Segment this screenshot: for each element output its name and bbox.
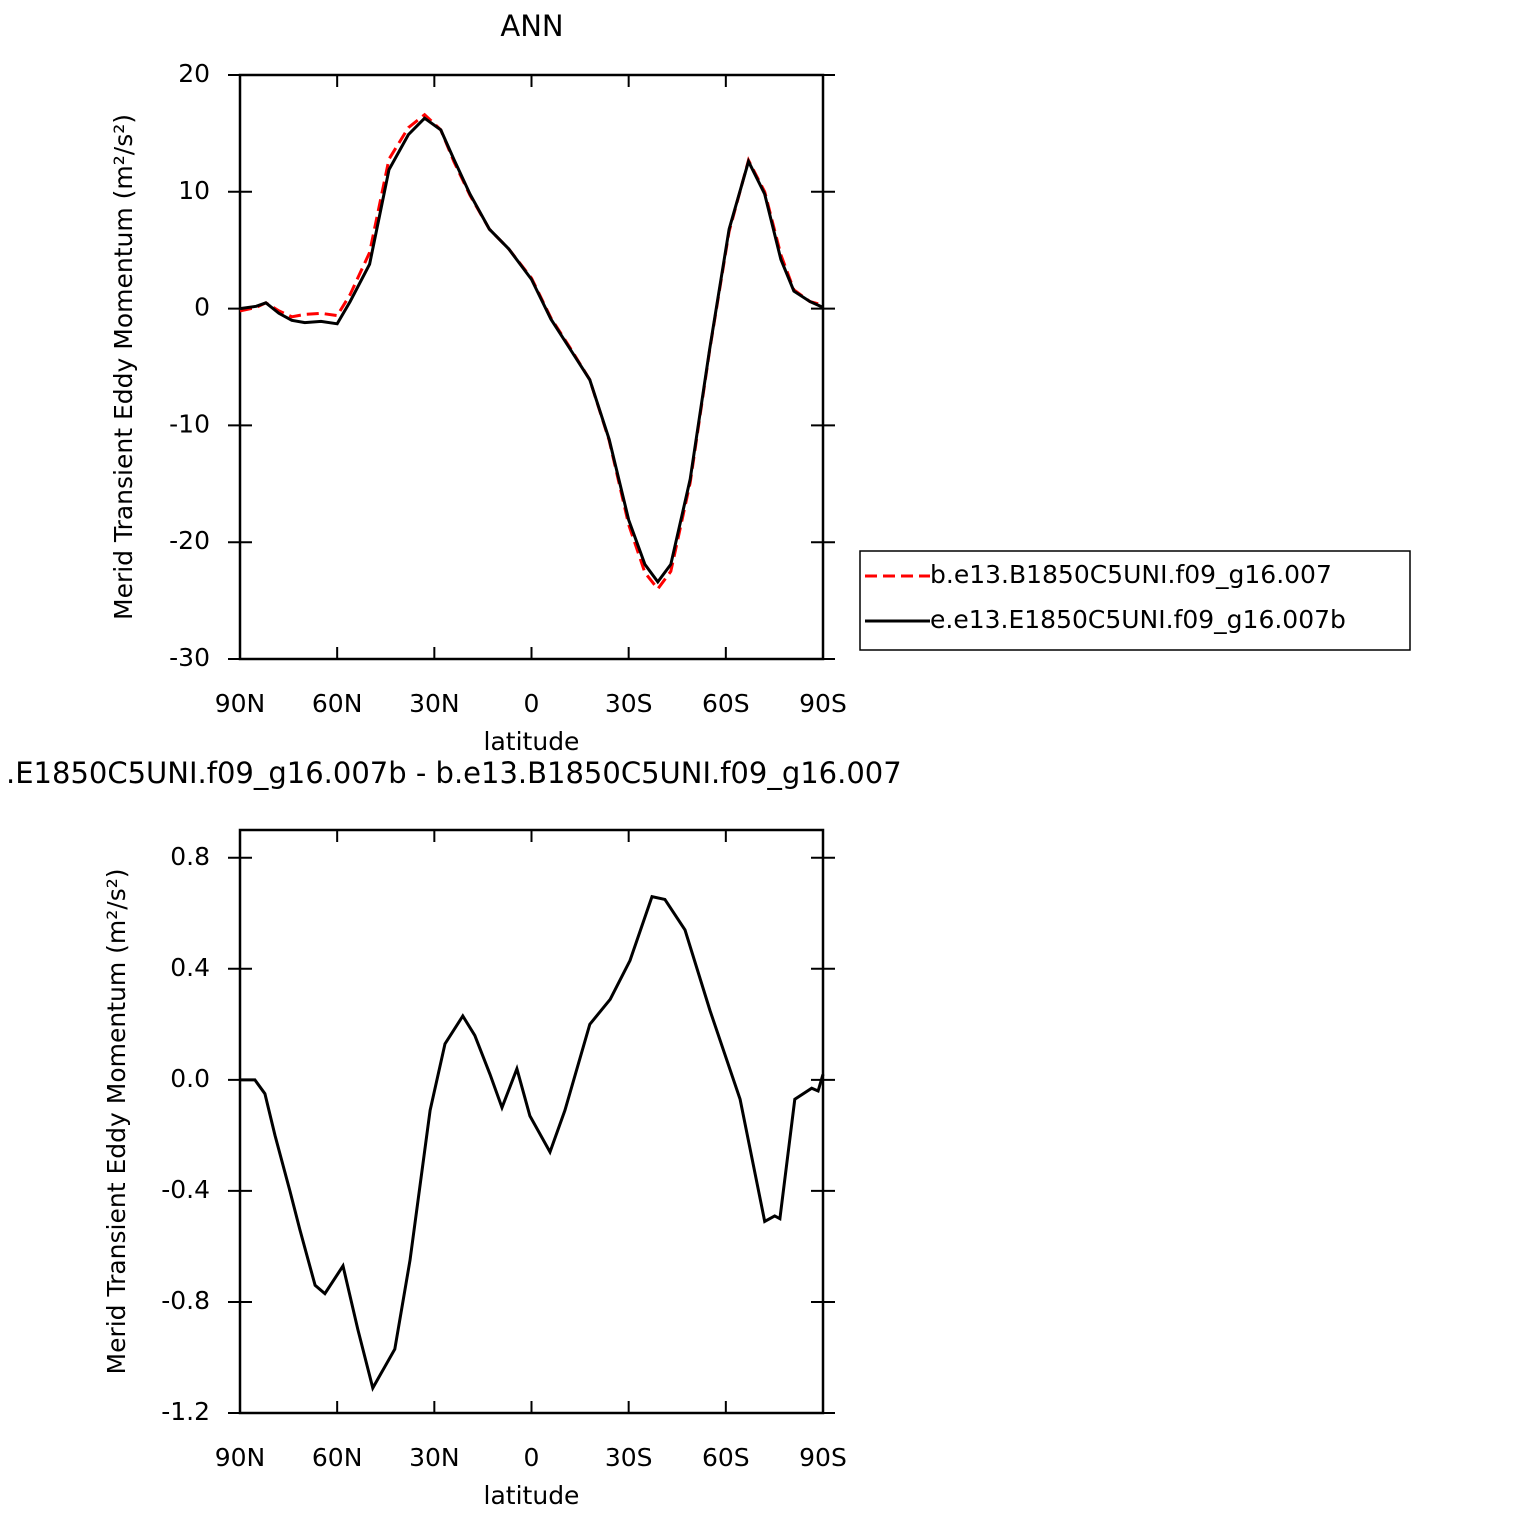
- y-tick-label: 0: [194, 293, 210, 322]
- x-axis-label: latitude: [484, 1481, 580, 1510]
- plot-frame: [238, 73, 825, 661]
- legend-label: e.e13.E1850C5UNI.f09_g16.007b: [930, 605, 1346, 634]
- x-tick-label: 30S: [605, 1443, 653, 1472]
- x-tick-label: 90S: [799, 689, 847, 718]
- y-tick-label: 10: [178, 176, 210, 205]
- y-tick-label: 20: [178, 59, 210, 88]
- y-tick-label: -20: [169, 526, 210, 555]
- x-tick-label: 30S: [605, 689, 653, 718]
- legend-label: b.e13.B1850C5UNI.f09_g16.007: [930, 560, 1332, 589]
- x-tick-label: 60N: [312, 689, 363, 718]
- x-tick-label: 90S: [799, 1443, 847, 1472]
- legend-box: [859, 550, 1411, 651]
- y-tick-label: -0.4: [161, 1175, 210, 1204]
- chart-title: .E1850C5UNI.f09_g16.007b - b.e13.B1850C5…: [6, 756, 902, 790]
- y-tick-label: 0.8: [170, 842, 210, 871]
- y-tick-label: -30: [169, 643, 210, 672]
- x-tick-label: 0: [524, 689, 540, 718]
- y-tick-label: -1.2: [161, 1397, 210, 1426]
- y-tick-label: 0.0: [170, 1064, 210, 1093]
- x-tick-label: 60S: [702, 689, 750, 718]
- y-axis-label: Merid Transient Eddy Momentum (m²/s²): [109, 114, 138, 620]
- series-line: [239, 112, 824, 592]
- x-tick-label: 60S: [702, 1443, 750, 1472]
- y-axis-label: Merid Transient Eddy Momentum (m²/s²): [102, 869, 131, 1375]
- x-tick-label: 30N: [409, 689, 460, 718]
- chart-title: ANN: [500, 9, 563, 43]
- x-tick-label: 30N: [409, 1443, 460, 1472]
- x-tick-label: 90N: [215, 1443, 266, 1472]
- y-tick-label: 0.4: [170, 953, 210, 982]
- series-line: [239, 116, 824, 585]
- y-tick-label: -10: [169, 409, 210, 438]
- x-tick-label: 60N: [312, 1443, 363, 1472]
- y-tick-label: -0.8: [161, 1286, 210, 1315]
- series-line: [240, 894, 825, 1392]
- x-tick-label: 90N: [215, 689, 266, 718]
- x-tick-label: 0: [524, 1443, 540, 1472]
- x-axis-label: latitude: [484, 727, 580, 756]
